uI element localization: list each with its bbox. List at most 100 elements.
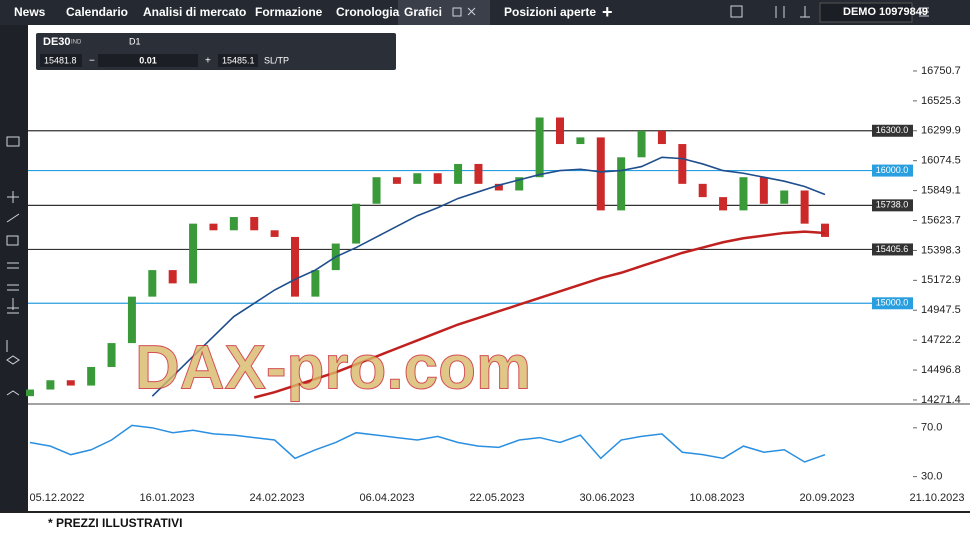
candle xyxy=(229,217,238,231)
candle xyxy=(392,177,401,184)
candle xyxy=(759,177,768,204)
bid-box[interactable] xyxy=(40,54,82,67)
timeframe[interactable]: D1 xyxy=(129,36,141,46)
sltp[interactable]: SL/TP xyxy=(264,55,289,65)
level-label: 16300.0 xyxy=(876,125,909,135)
nav-tab[interactable]: Formazione xyxy=(255,5,323,19)
minus[interactable]: − xyxy=(89,56,95,67)
level-label: 15738.0 xyxy=(876,200,909,210)
rsi-tick-label: 30.0 xyxy=(921,471,942,483)
level-label: 16000.0 xyxy=(876,165,909,175)
candle xyxy=(657,130,666,145)
nav-tab[interactable]: Posizioni aperte xyxy=(504,5,596,19)
level-box xyxy=(872,243,913,256)
y-tick-label: 15398.3 xyxy=(921,244,961,256)
candle xyxy=(739,177,748,211)
candle xyxy=(576,137,585,145)
x-tick-label: 06.04.2023 xyxy=(359,492,414,504)
candle xyxy=(596,137,605,211)
volume-box[interactable] xyxy=(98,54,198,67)
x-tick-label: 22.05.2023 xyxy=(469,492,524,504)
candle xyxy=(535,117,544,178)
candle xyxy=(617,157,626,211)
plus[interactable]: + xyxy=(205,56,211,67)
moving-average xyxy=(151,156,826,397)
candle xyxy=(780,190,789,204)
y-tick-label: 16750.7 xyxy=(921,65,961,77)
y-tick-label: 15172.9 xyxy=(921,274,961,286)
nav-tab[interactable]: News xyxy=(14,5,46,19)
nav-tab[interactable]: + xyxy=(602,2,613,22)
candle xyxy=(821,223,829,237)
x-tick-label: 21.10.2023 xyxy=(909,492,964,504)
y-tick-label: 15849.1 xyxy=(921,185,961,197)
left-tools xyxy=(6,136,20,396)
x-tick-label: 16.01.2023 xyxy=(139,492,194,504)
level-box xyxy=(872,124,913,137)
symbol-type: IND xyxy=(71,40,82,46)
candle xyxy=(494,183,503,191)
y-tick-label: 14947.5 xyxy=(921,304,961,316)
level-box xyxy=(872,164,913,177)
moving-average xyxy=(253,230,826,399)
candle xyxy=(698,183,707,198)
y-tick-label: 14722.2 xyxy=(921,334,961,346)
candle xyxy=(719,197,728,211)
candle xyxy=(637,130,646,158)
x-tick-label: 05.12.2022 xyxy=(29,492,84,504)
candle xyxy=(250,217,259,231)
rsi-line xyxy=(29,424,826,463)
x-tick-label: 10.08.2023 xyxy=(689,492,744,504)
level-box xyxy=(872,199,913,212)
ask[interactable]: 15485.1 xyxy=(222,55,255,65)
candle xyxy=(127,296,136,344)
candle xyxy=(189,223,198,284)
x-tick-label: 30.06.2023 xyxy=(579,492,634,504)
candle xyxy=(454,163,463,184)
candle xyxy=(209,223,218,231)
level-box xyxy=(872,297,913,310)
y-tick-label: 15623.7 xyxy=(921,214,961,226)
footer-note: * PREZZI ILLUSTRATIVI xyxy=(48,516,182,530)
nav-tab[interactable]: Analisi di mercato xyxy=(143,5,246,19)
candle xyxy=(66,380,75,386)
candle xyxy=(168,270,177,284)
candle xyxy=(678,144,687,184)
candle xyxy=(46,380,55,390)
candle xyxy=(311,270,320,297)
nav-tab[interactable]: Calendario xyxy=(66,5,128,19)
symbol[interactable]: DE30 xyxy=(43,36,71,48)
y-tick-label: 16525.3 xyxy=(921,95,961,107)
candle xyxy=(556,117,564,145)
y-tick-label: 14496.8 xyxy=(921,364,961,376)
level-label: 15000.0 xyxy=(876,298,909,308)
active-tab-bg xyxy=(398,0,490,25)
candle xyxy=(26,389,34,397)
level-label: 15405.6 xyxy=(876,244,909,254)
ask-box[interactable] xyxy=(218,54,258,67)
candle xyxy=(515,177,524,191)
rsi-tick-label: 70.0 xyxy=(921,422,942,434)
candle xyxy=(291,236,299,297)
candle xyxy=(474,163,483,184)
y-tick-label: 16074.5 xyxy=(921,155,961,167)
candle xyxy=(352,203,361,244)
volume[interactable]: 0.01 xyxy=(139,55,157,65)
candle xyxy=(372,177,381,204)
candle xyxy=(433,173,442,184)
account[interactable]: DEMO 10979849 xyxy=(843,6,928,18)
watermark: DAX-pro.com xyxy=(135,333,531,402)
y-tick-label: 14271.4 xyxy=(921,394,961,406)
candle xyxy=(87,366,96,386)
x-tick-label: 24.02.2023 xyxy=(249,492,304,504)
account-box[interactable] xyxy=(819,2,913,23)
top-icons xyxy=(452,5,929,18)
candle xyxy=(107,343,116,367)
candle xyxy=(148,270,157,297)
nav-tab[interactable]: Cronologia xyxy=(336,5,400,19)
candle xyxy=(800,190,809,224)
nav-tab[interactable]: Grafici xyxy=(404,5,442,19)
bid[interactable]: 15481.8 xyxy=(44,55,77,65)
candle xyxy=(270,230,279,237)
